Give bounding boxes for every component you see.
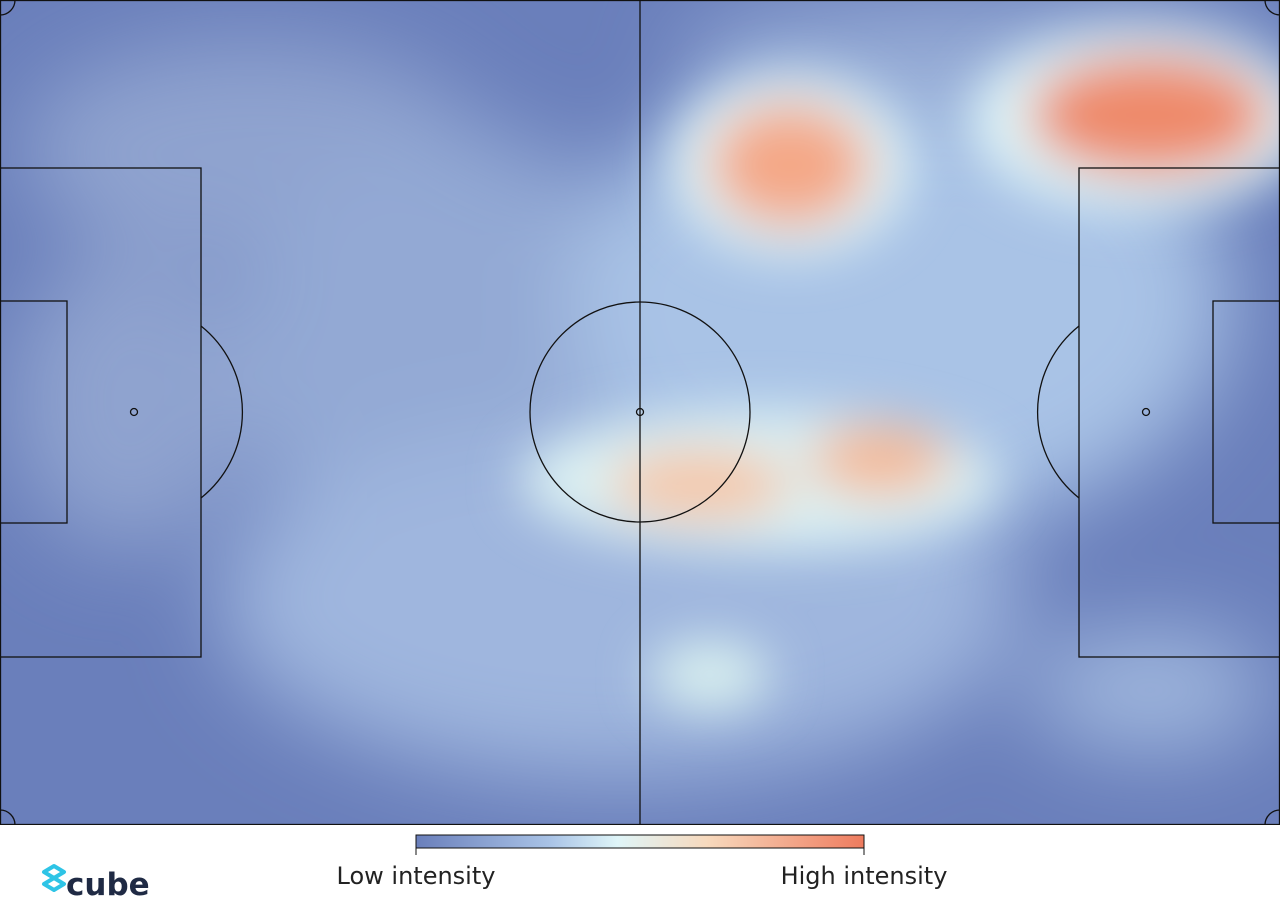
heat-high <box>520 30 1280 710</box>
logo-text: cube <box>66 867 150 903</box>
logo: cube <box>42 864 150 903</box>
colorbar <box>415 834 865 849</box>
legend-high-label: High intensity <box>781 862 948 890</box>
pitch <box>0 0 1280 825</box>
legend-low-label: Low intensity <box>337 862 496 890</box>
